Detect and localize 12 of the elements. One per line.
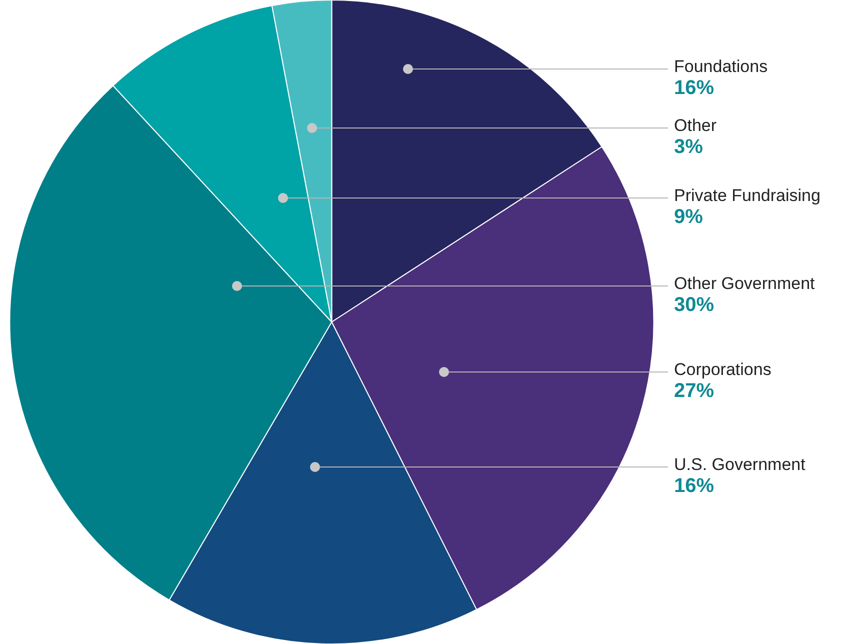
slice-label: U.S. Government xyxy=(674,455,806,474)
slice-label: Foundations xyxy=(674,57,768,76)
data-label: 30% xyxy=(674,294,714,316)
data-label: 16% xyxy=(674,475,714,498)
slice-label: Other Government xyxy=(674,274,816,293)
data-label: 3% xyxy=(674,136,704,158)
slice-label: Corporations xyxy=(674,360,772,379)
slice-label: Private Fundraising xyxy=(674,186,820,205)
data-label: 9% xyxy=(674,206,704,228)
data-label: 16% xyxy=(674,77,714,100)
slice-label: Other xyxy=(674,116,717,135)
data-label: 27% xyxy=(674,380,714,402)
